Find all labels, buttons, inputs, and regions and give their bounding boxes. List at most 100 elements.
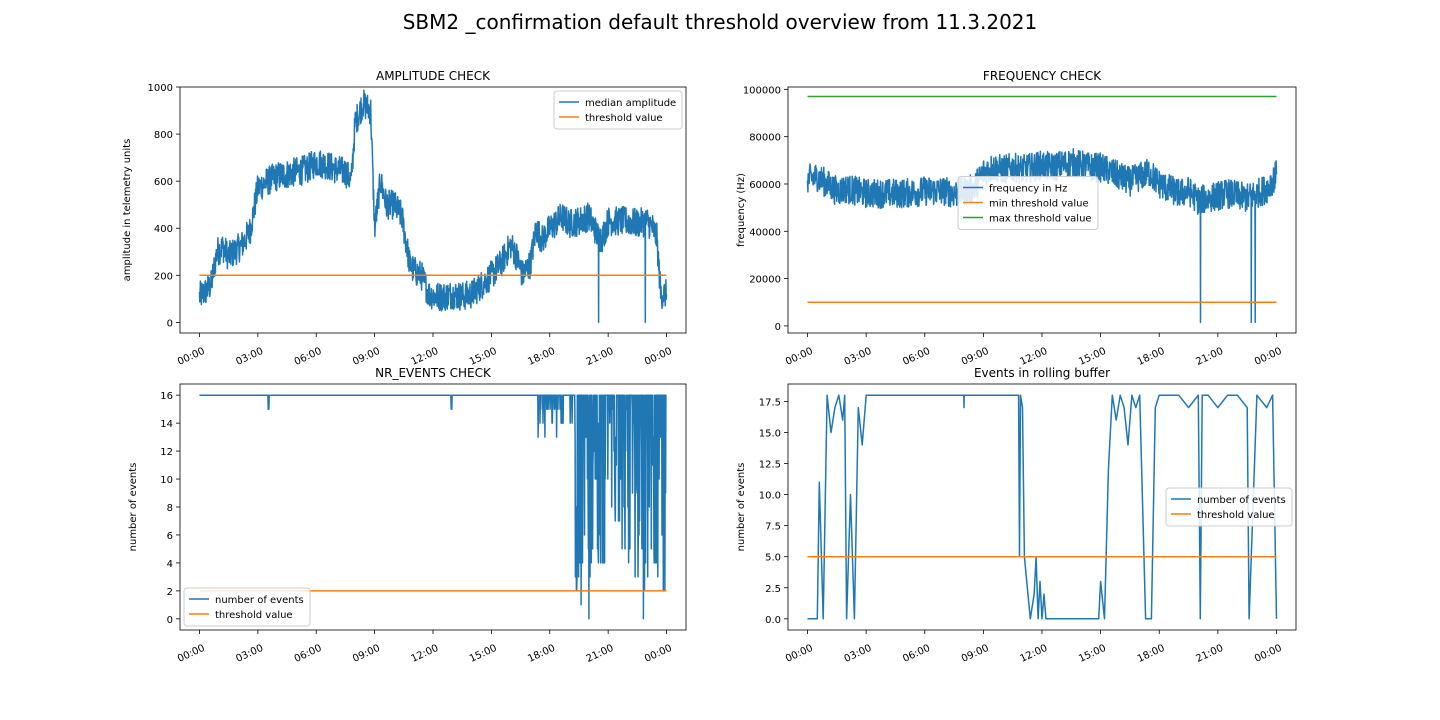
series-number-of-events — [199, 394, 667, 620]
x-tick-label: 03:00 — [234, 643, 265, 665]
x-tick-label: 00:00 — [176, 346, 207, 368]
y-tick-label: 0.0 — [765, 615, 781, 626]
legend-entry: min threshold value — [989, 199, 1089, 210]
x-tick-label: 21:00 — [1194, 643, 1225, 665]
y-tick-label: 5.0 — [765, 553, 781, 564]
legend-amplitude: median amplitude threshold value — [553, 90, 683, 130]
plot-area-amplitude — [198, 89, 668, 324]
x-tick-label: 00:00 — [784, 346, 815, 368]
x-tick-label: 03:00 — [843, 346, 874, 368]
y-tick-label: 2 — [167, 587, 173, 598]
chart-nr_events: NR_EVENTS CHECK 0 2 4 6 8 10 12 14 16 00:00 03:00 06… — [128, 366, 687, 665]
y-tick-label: 10 — [160, 475, 173, 486]
y-tick-label: 15.0 — [759, 428, 781, 439]
y-tick-label: 800 — [154, 130, 173, 141]
x-tick-label: 21:00 — [1194, 346, 1225, 368]
y-tick-label: 0 — [167, 615, 173, 626]
legend-rolling: number of events threshold value — [1165, 487, 1293, 527]
x-tick-label: 00:00 — [176, 643, 207, 665]
y-axis-label: frequency (Hz) — [736, 173, 747, 247]
chart-title-amplitude: AMPLITUDE CHECK — [376, 69, 491, 83]
x-tick-label: 15:00 — [468, 643, 499, 665]
x-tick-label: 00:00 — [1253, 643, 1284, 665]
legend-box — [1165, 487, 1293, 527]
y-tick-label: 10.0 — [759, 491, 781, 502]
x-tick-label: 00:00 — [784, 643, 815, 665]
x-tick-label: 12:00 — [1018, 643, 1049, 665]
x-tick-label: 00:00 — [643, 643, 674, 665]
figure-title: SBM2 _confirmation default threshold ove… — [402, 10, 1038, 34]
legend-frequency: frequency in Hz min threshold value max th… — [957, 176, 1099, 230]
legend-nr_events: number of events threshold value — [183, 587, 311, 627]
y-tick-label: 7.5 — [765, 522, 781, 533]
legend-entry: frequency in Hz — [989, 184, 1067, 195]
legend-entry: number of events — [1197, 495, 1286, 506]
legend-box — [957, 176, 1099, 230]
x-tick-label: 18:00 — [1136, 346, 1167, 368]
x-tick-label: 09:00 — [351, 643, 382, 665]
x-tick-label: 06:00 — [293, 346, 324, 368]
y-tick-label: 20000 — [749, 275, 781, 286]
y-tick-label: 200 — [154, 271, 173, 282]
y-tick-label: 40000 — [749, 227, 781, 238]
y-tick-label: 0 — [775, 322, 781, 333]
y-tick-label: 17.5 — [759, 397, 781, 408]
y-tick-label: 16 — [160, 391, 173, 402]
series-number-of-events — [807, 394, 1278, 620]
x-tick-label: 12:00 — [409, 643, 440, 665]
x-tick-label: 18:00 — [526, 346, 557, 368]
chart-frequency: FREQUENCY CHECK 0 20000 40000 60000 80000 1000… — [736, 69, 1297, 368]
y-axis-label: amplitude in telemetry units — [122, 139, 133, 282]
series-median-amplitude — [198, 89, 668, 324]
x-tick-label: 03:00 — [843, 643, 874, 665]
x-tick-label: 09:00 — [351, 346, 382, 368]
y-tick-label: 4 — [167, 559, 173, 570]
y-tick-label: 12.5 — [759, 460, 781, 471]
y-tick-label: 0 — [167, 318, 173, 329]
plot-area-nr_events — [199, 394, 667, 620]
x-tick-label: 15:00 — [468, 346, 499, 368]
x-tick-label: 15:00 — [1077, 643, 1108, 665]
x-tick-label: 18:00 — [1136, 643, 1167, 665]
x-tick-label: 09:00 — [960, 643, 991, 665]
legend-entry: threshold value — [215, 610, 293, 621]
x-tick-label: 00:00 — [643, 346, 674, 368]
x-tick-label: 06:00 — [901, 346, 932, 368]
legend-entry: threshold value — [1197, 510, 1275, 521]
y-axis-label: number of events — [128, 463, 139, 552]
legend-entry: threshold value — [585, 113, 663, 124]
y-tick-label: 14 — [160, 419, 173, 430]
y-tick-label: 1000 — [148, 83, 173, 94]
x-tick-label: 15:00 — [1077, 346, 1108, 368]
x-tick-label: 09:00 — [960, 346, 991, 368]
x-tick-label: 00:00 — [1253, 346, 1284, 368]
y-tick-label: 400 — [154, 224, 173, 235]
chart-title-rolling: Events in rolling buffer — [974, 366, 1110, 380]
y-tick-label: 2.5 — [765, 584, 781, 595]
y-tick-label: 12 — [160, 447, 173, 458]
chart-amplitude: AMPLITUDE CHECK 0 200 400 600 800 1000 00:00 03:… — [122, 69, 687, 368]
x-tick-label: 21:00 — [585, 346, 616, 368]
legend-entry: median amplitude — [585, 98, 676, 109]
x-tick-label: 06:00 — [293, 643, 324, 665]
y-tick-label: 60000 — [749, 180, 781, 191]
y-tick-label: 8 — [167, 503, 173, 514]
legend-box — [183, 587, 311, 627]
legend-box — [553, 90, 683, 130]
x-tick-label: 21:00 — [585, 643, 616, 665]
plot-area-rolling — [807, 394, 1278, 620]
legend-entry: max threshold value — [989, 214, 1092, 225]
y-tick-label: 600 — [154, 177, 173, 188]
chart-title-frequency: FREQUENCY CHECK — [983, 69, 1102, 83]
series-frequency-in-hz — [806, 148, 1278, 324]
chart-title-nr_events: NR_EVENTS CHECK — [375, 366, 492, 380]
plot-area-frequency — [806, 95, 1278, 324]
legend-entry: number of events — [215, 595, 304, 606]
x-tick-label: 06:00 — [901, 643, 932, 665]
x-tick-label: 12:00 — [1018, 346, 1049, 368]
x-tick-label: 18:00 — [526, 643, 557, 665]
y-tick-label: 80000 — [749, 133, 781, 144]
y-tick-label: 100000 — [743, 85, 781, 96]
